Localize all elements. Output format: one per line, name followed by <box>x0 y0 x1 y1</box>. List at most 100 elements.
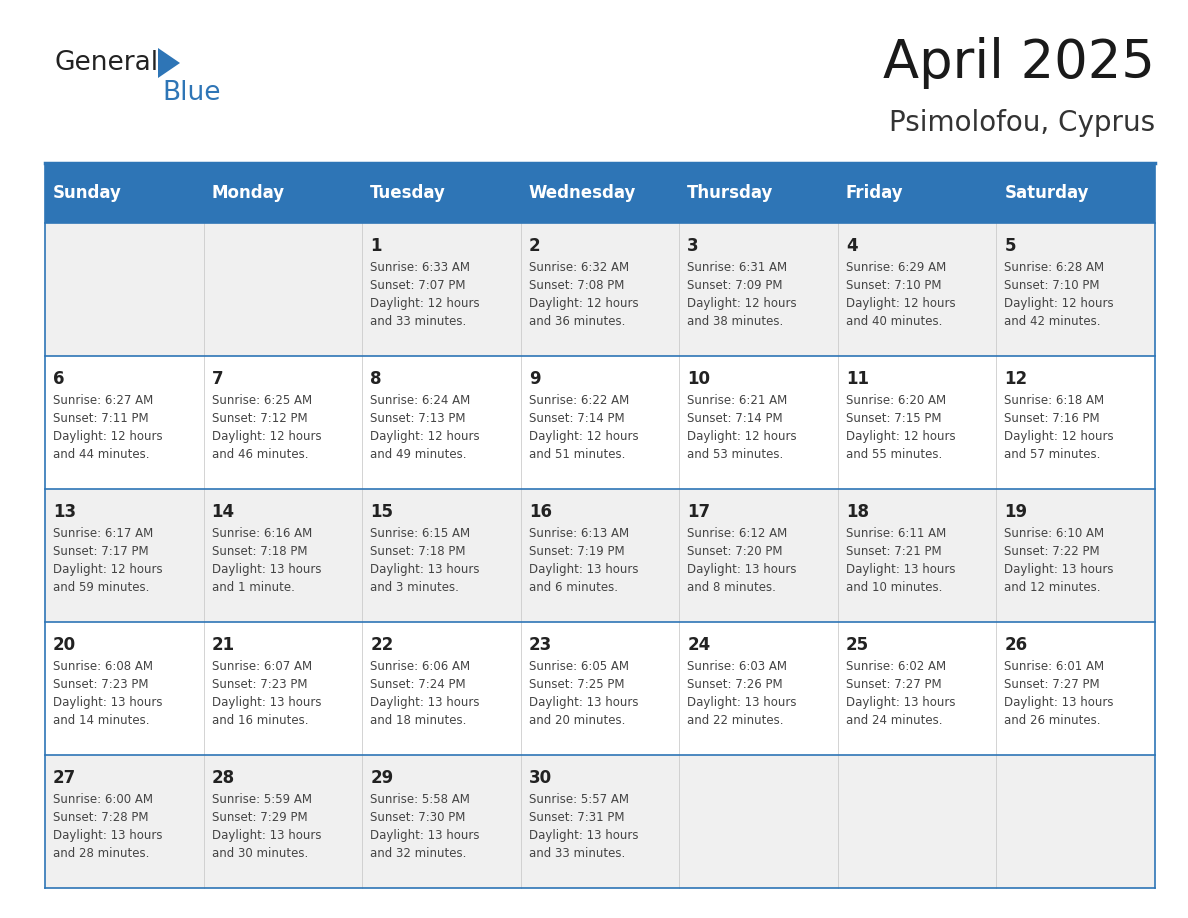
Text: Sunset: 7:10 PM: Sunset: 7:10 PM <box>846 279 941 292</box>
Text: 29: 29 <box>371 769 393 787</box>
Text: Sunset: 7:15 PM: Sunset: 7:15 PM <box>846 412 941 425</box>
Text: and 12 minutes.: and 12 minutes. <box>1004 581 1101 594</box>
Text: Monday: Monday <box>211 184 285 202</box>
Text: Daylight: 12 hours: Daylight: 12 hours <box>688 430 797 443</box>
Text: Daylight: 12 hours: Daylight: 12 hours <box>53 563 163 576</box>
Text: Sunset: 7:25 PM: Sunset: 7:25 PM <box>529 678 624 691</box>
Text: Sunset: 7:21 PM: Sunset: 7:21 PM <box>846 545 941 558</box>
Text: Daylight: 13 hours: Daylight: 13 hours <box>529 563 638 576</box>
Text: and 1 minute.: and 1 minute. <box>211 581 295 594</box>
Text: Sunrise: 6:05 AM: Sunrise: 6:05 AM <box>529 660 628 673</box>
Text: Sunrise: 6:33 AM: Sunrise: 6:33 AM <box>371 261 470 274</box>
Text: 7: 7 <box>211 370 223 388</box>
Text: Sunset: 7:08 PM: Sunset: 7:08 PM <box>529 279 624 292</box>
Text: Tuesday: Tuesday <box>371 184 446 202</box>
Text: Sunrise: 5:59 AM: Sunrise: 5:59 AM <box>211 793 311 806</box>
Text: Sunset: 7:29 PM: Sunset: 7:29 PM <box>211 811 308 824</box>
Text: Sunrise: 6:10 AM: Sunrise: 6:10 AM <box>1004 527 1105 540</box>
Text: and 44 minutes.: and 44 minutes. <box>53 448 150 461</box>
Text: and 8 minutes.: and 8 minutes. <box>688 581 776 594</box>
Text: Daylight: 13 hours: Daylight: 13 hours <box>371 563 480 576</box>
Text: 3: 3 <box>688 237 699 255</box>
Text: Sunday: Sunday <box>53 184 122 202</box>
Text: Daylight: 13 hours: Daylight: 13 hours <box>688 563 797 576</box>
Text: Sunrise: 6:12 AM: Sunrise: 6:12 AM <box>688 527 788 540</box>
Text: and 26 minutes.: and 26 minutes. <box>1004 714 1101 727</box>
Text: Sunrise: 6:17 AM: Sunrise: 6:17 AM <box>53 527 153 540</box>
Text: Sunrise: 6:03 AM: Sunrise: 6:03 AM <box>688 660 788 673</box>
Text: Sunrise: 6:15 AM: Sunrise: 6:15 AM <box>371 527 470 540</box>
Text: 27: 27 <box>53 769 76 787</box>
Text: 5: 5 <box>1004 237 1016 255</box>
Text: Daylight: 13 hours: Daylight: 13 hours <box>1004 563 1114 576</box>
Text: and 3 minutes.: and 3 minutes. <box>371 581 459 594</box>
Text: Psimolofou, Cyprus: Psimolofou, Cyprus <box>889 109 1155 137</box>
Polygon shape <box>158 48 181 78</box>
Text: Daylight: 12 hours: Daylight: 12 hours <box>371 297 480 310</box>
Text: and 46 minutes.: and 46 minutes. <box>211 448 308 461</box>
Text: Sunrise: 6:25 AM: Sunrise: 6:25 AM <box>211 394 311 407</box>
Text: Daylight: 12 hours: Daylight: 12 hours <box>1004 430 1114 443</box>
Text: 30: 30 <box>529 769 552 787</box>
Text: 8: 8 <box>371 370 381 388</box>
Text: and 55 minutes.: and 55 minutes. <box>846 448 942 461</box>
Text: Sunset: 7:20 PM: Sunset: 7:20 PM <box>688 545 783 558</box>
Text: Sunrise: 6:22 AM: Sunrise: 6:22 AM <box>529 394 628 407</box>
Text: 9: 9 <box>529 370 541 388</box>
Text: Daylight: 12 hours: Daylight: 12 hours <box>1004 297 1114 310</box>
Text: Sunset: 7:30 PM: Sunset: 7:30 PM <box>371 811 466 824</box>
Text: April 2025: April 2025 <box>883 37 1155 89</box>
Text: Sunset: 7:18 PM: Sunset: 7:18 PM <box>211 545 307 558</box>
Text: Sunset: 7:17 PM: Sunset: 7:17 PM <box>53 545 148 558</box>
Text: Sunrise: 6:32 AM: Sunrise: 6:32 AM <box>529 261 628 274</box>
Text: 2: 2 <box>529 237 541 255</box>
Text: and 20 minutes.: and 20 minutes. <box>529 714 625 727</box>
Text: and 28 minutes.: and 28 minutes. <box>53 847 150 860</box>
Text: Sunrise: 6:06 AM: Sunrise: 6:06 AM <box>371 660 470 673</box>
Text: Sunset: 7:26 PM: Sunset: 7:26 PM <box>688 678 783 691</box>
Text: 18: 18 <box>846 503 868 521</box>
Text: Daylight: 12 hours: Daylight: 12 hours <box>688 297 797 310</box>
Text: Daylight: 13 hours: Daylight: 13 hours <box>846 563 955 576</box>
Text: Sunset: 7:23 PM: Sunset: 7:23 PM <box>53 678 148 691</box>
Text: Daylight: 12 hours: Daylight: 12 hours <box>846 430 955 443</box>
Bar <box>45 223 1155 356</box>
Text: Sunset: 7:28 PM: Sunset: 7:28 PM <box>53 811 148 824</box>
Text: and 40 minutes.: and 40 minutes. <box>846 315 942 328</box>
Text: Sunrise: 6:08 AM: Sunrise: 6:08 AM <box>53 660 153 673</box>
Text: Sunrise: 6:02 AM: Sunrise: 6:02 AM <box>846 660 946 673</box>
Text: Sunset: 7:23 PM: Sunset: 7:23 PM <box>211 678 307 691</box>
Text: 6: 6 <box>53 370 64 388</box>
Text: Sunset: 7:18 PM: Sunset: 7:18 PM <box>371 545 466 558</box>
Text: 23: 23 <box>529 636 552 654</box>
Text: Daylight: 13 hours: Daylight: 13 hours <box>211 829 321 842</box>
Text: Sunrise: 6:11 AM: Sunrise: 6:11 AM <box>846 527 946 540</box>
Text: Daylight: 13 hours: Daylight: 13 hours <box>211 696 321 709</box>
Text: and 49 minutes.: and 49 minutes. <box>371 448 467 461</box>
Text: 10: 10 <box>688 370 710 388</box>
Text: Sunrise: 6:29 AM: Sunrise: 6:29 AM <box>846 261 946 274</box>
Text: 20: 20 <box>53 636 76 654</box>
Text: Sunset: 7:11 PM: Sunset: 7:11 PM <box>53 412 148 425</box>
Text: Sunset: 7:07 PM: Sunset: 7:07 PM <box>371 279 466 292</box>
Text: Daylight: 13 hours: Daylight: 13 hours <box>688 696 797 709</box>
Text: Daylight: 13 hours: Daylight: 13 hours <box>529 696 638 709</box>
Text: Daylight: 13 hours: Daylight: 13 hours <box>371 829 480 842</box>
Text: Daylight: 12 hours: Daylight: 12 hours <box>53 430 163 443</box>
Text: 26: 26 <box>1004 636 1028 654</box>
Text: and 22 minutes.: and 22 minutes. <box>688 714 784 727</box>
Text: Sunrise: 6:21 AM: Sunrise: 6:21 AM <box>688 394 788 407</box>
Text: Daylight: 13 hours: Daylight: 13 hours <box>846 696 955 709</box>
Bar <box>45 356 1155 489</box>
Text: 12: 12 <box>1004 370 1028 388</box>
Text: 22: 22 <box>371 636 393 654</box>
Text: Wednesday: Wednesday <box>529 184 636 202</box>
Text: 16: 16 <box>529 503 551 521</box>
Text: Daylight: 13 hours: Daylight: 13 hours <box>53 829 163 842</box>
Text: Sunrise: 6:27 AM: Sunrise: 6:27 AM <box>53 394 153 407</box>
Text: Sunset: 7:09 PM: Sunset: 7:09 PM <box>688 279 783 292</box>
Text: Sunset: 7:24 PM: Sunset: 7:24 PM <box>371 678 466 691</box>
Text: and 30 minutes.: and 30 minutes. <box>211 847 308 860</box>
Bar <box>45 755 1155 888</box>
Text: Sunset: 7:12 PM: Sunset: 7:12 PM <box>211 412 308 425</box>
